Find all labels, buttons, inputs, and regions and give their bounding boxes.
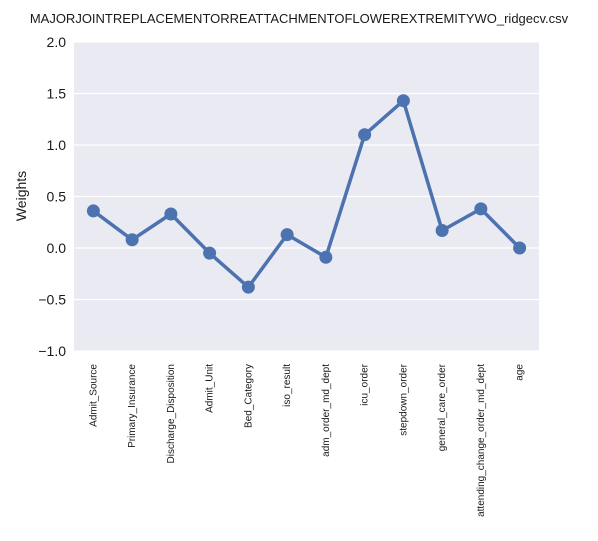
x-axis-ticks: Admit_Source Primary_Insurance Discharge_D… [88, 363, 525, 517]
data-point [280, 228, 294, 242]
data-point [241, 280, 255, 294]
data-point [164, 207, 178, 221]
y-tick-label: 1.5 [47, 86, 67, 102]
data-point [396, 94, 410, 108]
x-tick-label: icu_order [360, 363, 371, 405]
data-point [513, 241, 527, 255]
x-tick-label: attending_change_order_md_dept [476, 364, 487, 517]
data-point [319, 250, 333, 264]
x-tick-label: adm_order_md_dept [321, 364, 332, 457]
data-point [474, 202, 488, 216]
data-point [203, 246, 217, 260]
grid-lines [74, 41, 539, 352]
x-tick-label: Bed_Category [243, 364, 254, 428]
x-tick-label: Admit_Unit [205, 364, 216, 413]
y-axis-ticks: 2.0 1.5 1.0 0.5 0.0 −0.5 −1.0 [38, 34, 66, 359]
x-tick-label: age [515, 364, 526, 381]
x-tick-label: Discharge_Disposition [166, 364, 177, 464]
y-tick-label: 2.0 [47, 34, 67, 50]
data-point [125, 233, 139, 247]
x-tick-label: general_care_order [437, 363, 448, 451]
x-tick-label: stepdown_order [398, 363, 409, 435]
series-group [86, 94, 527, 294]
x-tick-label: Admit_Source [88, 364, 99, 427]
x-tick-label: iso_result [282, 364, 293, 407]
y-tick-label: 0.0 [47, 240, 67, 256]
data-point [435, 223, 449, 237]
data-point [358, 128, 372, 142]
data-point [86, 204, 100, 218]
y-axis-label: Weights [13, 171, 29, 221]
chart-title: MAJORJOINTREPLACEMENTORREATTACHMENTOFLOW… [30, 11, 569, 26]
y-tick-label: −0.5 [38, 292, 66, 308]
x-tick-label: Primary_Insurance [127, 364, 138, 448]
y-tick-label: 0.5 [47, 189, 67, 205]
y-tick-label: −1.0 [38, 343, 66, 359]
y-tick-label: 1.0 [47, 137, 67, 153]
series-line [92, 98, 521, 289]
